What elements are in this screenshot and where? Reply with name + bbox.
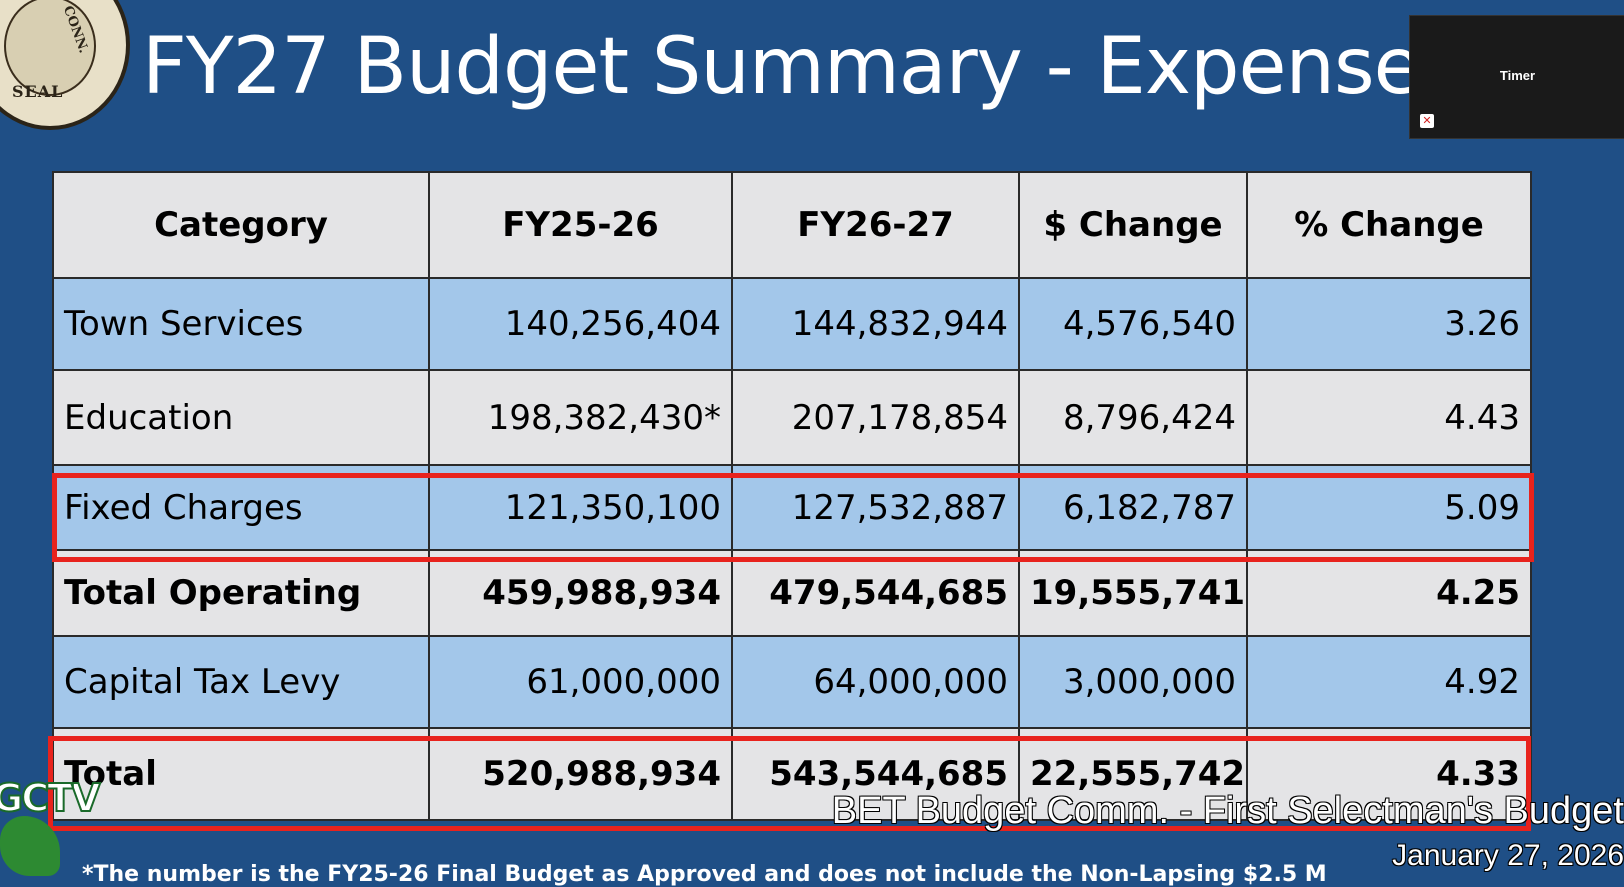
cell-percent-change: 4.33 [1246,727,1532,821]
caption-title: BET Budget Comm. - First Selectman's Bud… [831,790,1624,832]
cell-fy26-27: 144,832,944 [731,277,1020,371]
cell-category: Education [52,369,430,466]
caption-date: January 27, 2026 [1392,839,1624,872]
table-row: Town Services 140,256,404 144,832,944 4,… [52,277,1532,371]
gctv-logo-text: GCTV [0,775,101,821]
cell-category: Total [52,727,430,821]
cell-percent-change: 4.25 [1246,549,1532,637]
cell-fy25-26: 520,988,934 [428,727,733,821]
table-row-highlighted: Fixed Charges 121,350,100 127,532,887 6,… [52,464,1532,551]
cell-dollar-change: 8,796,424 [1018,369,1248,466]
cell-fy26-27: 64,000,000 [731,635,1020,729]
cell-fy25-26: 61,000,000 [428,635,733,729]
cell-percent-change: 5.09 [1246,464,1532,551]
cell-fy26-27: 127,532,887 [731,464,1020,551]
footnote: *The number is the FY25-26 Final Budget … [82,862,1327,887]
budget-summary-table: Category FY25-26 FY26-27 $ Change % Chan… [52,171,1532,821]
cell-percent-change: 3.26 [1246,277,1532,371]
table-row-total: Total 520,988,934 543,544,685 22,555,742… [52,727,1532,821]
cell-category: Fixed Charges [52,464,430,551]
header-dollar-change: $ Change [1018,171,1248,279]
header-category: Category [52,171,430,279]
timer-label: Timer [1499,68,1536,83]
cell-category: Town Services [52,277,430,371]
gctv-logo: GCTV [0,775,101,886]
mic-muted-icon[interactable]: ✕ [1420,114,1434,128]
table-row-total-operating: Total Operating 459,988,934 479,544,685 … [52,549,1532,637]
cell-fy25-26: 459,988,934 [428,549,733,637]
cell-dollar-change: 4,576,540 [1018,277,1248,371]
header-fy26-27: FY26-27 [731,171,1020,279]
cell-fy26-27: 479,544,685 [731,549,1020,637]
cell-category: Total Operating [52,549,430,637]
cell-percent-change: 4.92 [1246,635,1532,729]
cell-dollar-change: 19,555,741 [1018,549,1248,637]
slide-title: FY27 Budget Summary - Expense [142,22,1422,112]
cell-fy25-26: 198,382,430* [428,369,733,466]
cell-fy25-26: 140,256,404 [428,277,733,371]
cell-fy26-27: 207,178,854 [731,369,1020,466]
cell-dollar-change: 6,182,787 [1018,464,1248,551]
table-row: Capital Tax Levy 61,000,000 64,000,000 3… [52,635,1532,729]
broadcast-caption: BET Budget Comm. - First Selectman's Bud… [832,789,1624,875]
cell-fy25-26: 121,350,100 [428,464,733,551]
cell-percent-change: 4.43 [1246,369,1532,466]
table-row: Education 198,382,430* 207,178,854 8,796… [52,369,1532,466]
header-percent-change: % Change [1246,171,1532,279]
cell-dollar-change: 22,555,742 [1018,727,1248,821]
seal-emblem [4,0,96,96]
cell-dollar-change: 3,000,000 [1018,635,1248,729]
gctv-logo-shape [0,816,60,876]
header-fy25-26: FY25-26 [428,171,733,279]
town-seal-logo: SEAL CONN. [0,0,130,130]
seal-text-bottom: SEAL [12,82,64,101]
timer-window[interactable]: Timer ✕ [1409,15,1624,139]
cell-category: Capital Tax Levy [52,635,430,729]
table-header-row: Category FY25-26 FY26-27 $ Change % Chan… [52,171,1532,279]
cell-fy26-27: 543,544,685 [731,727,1020,821]
